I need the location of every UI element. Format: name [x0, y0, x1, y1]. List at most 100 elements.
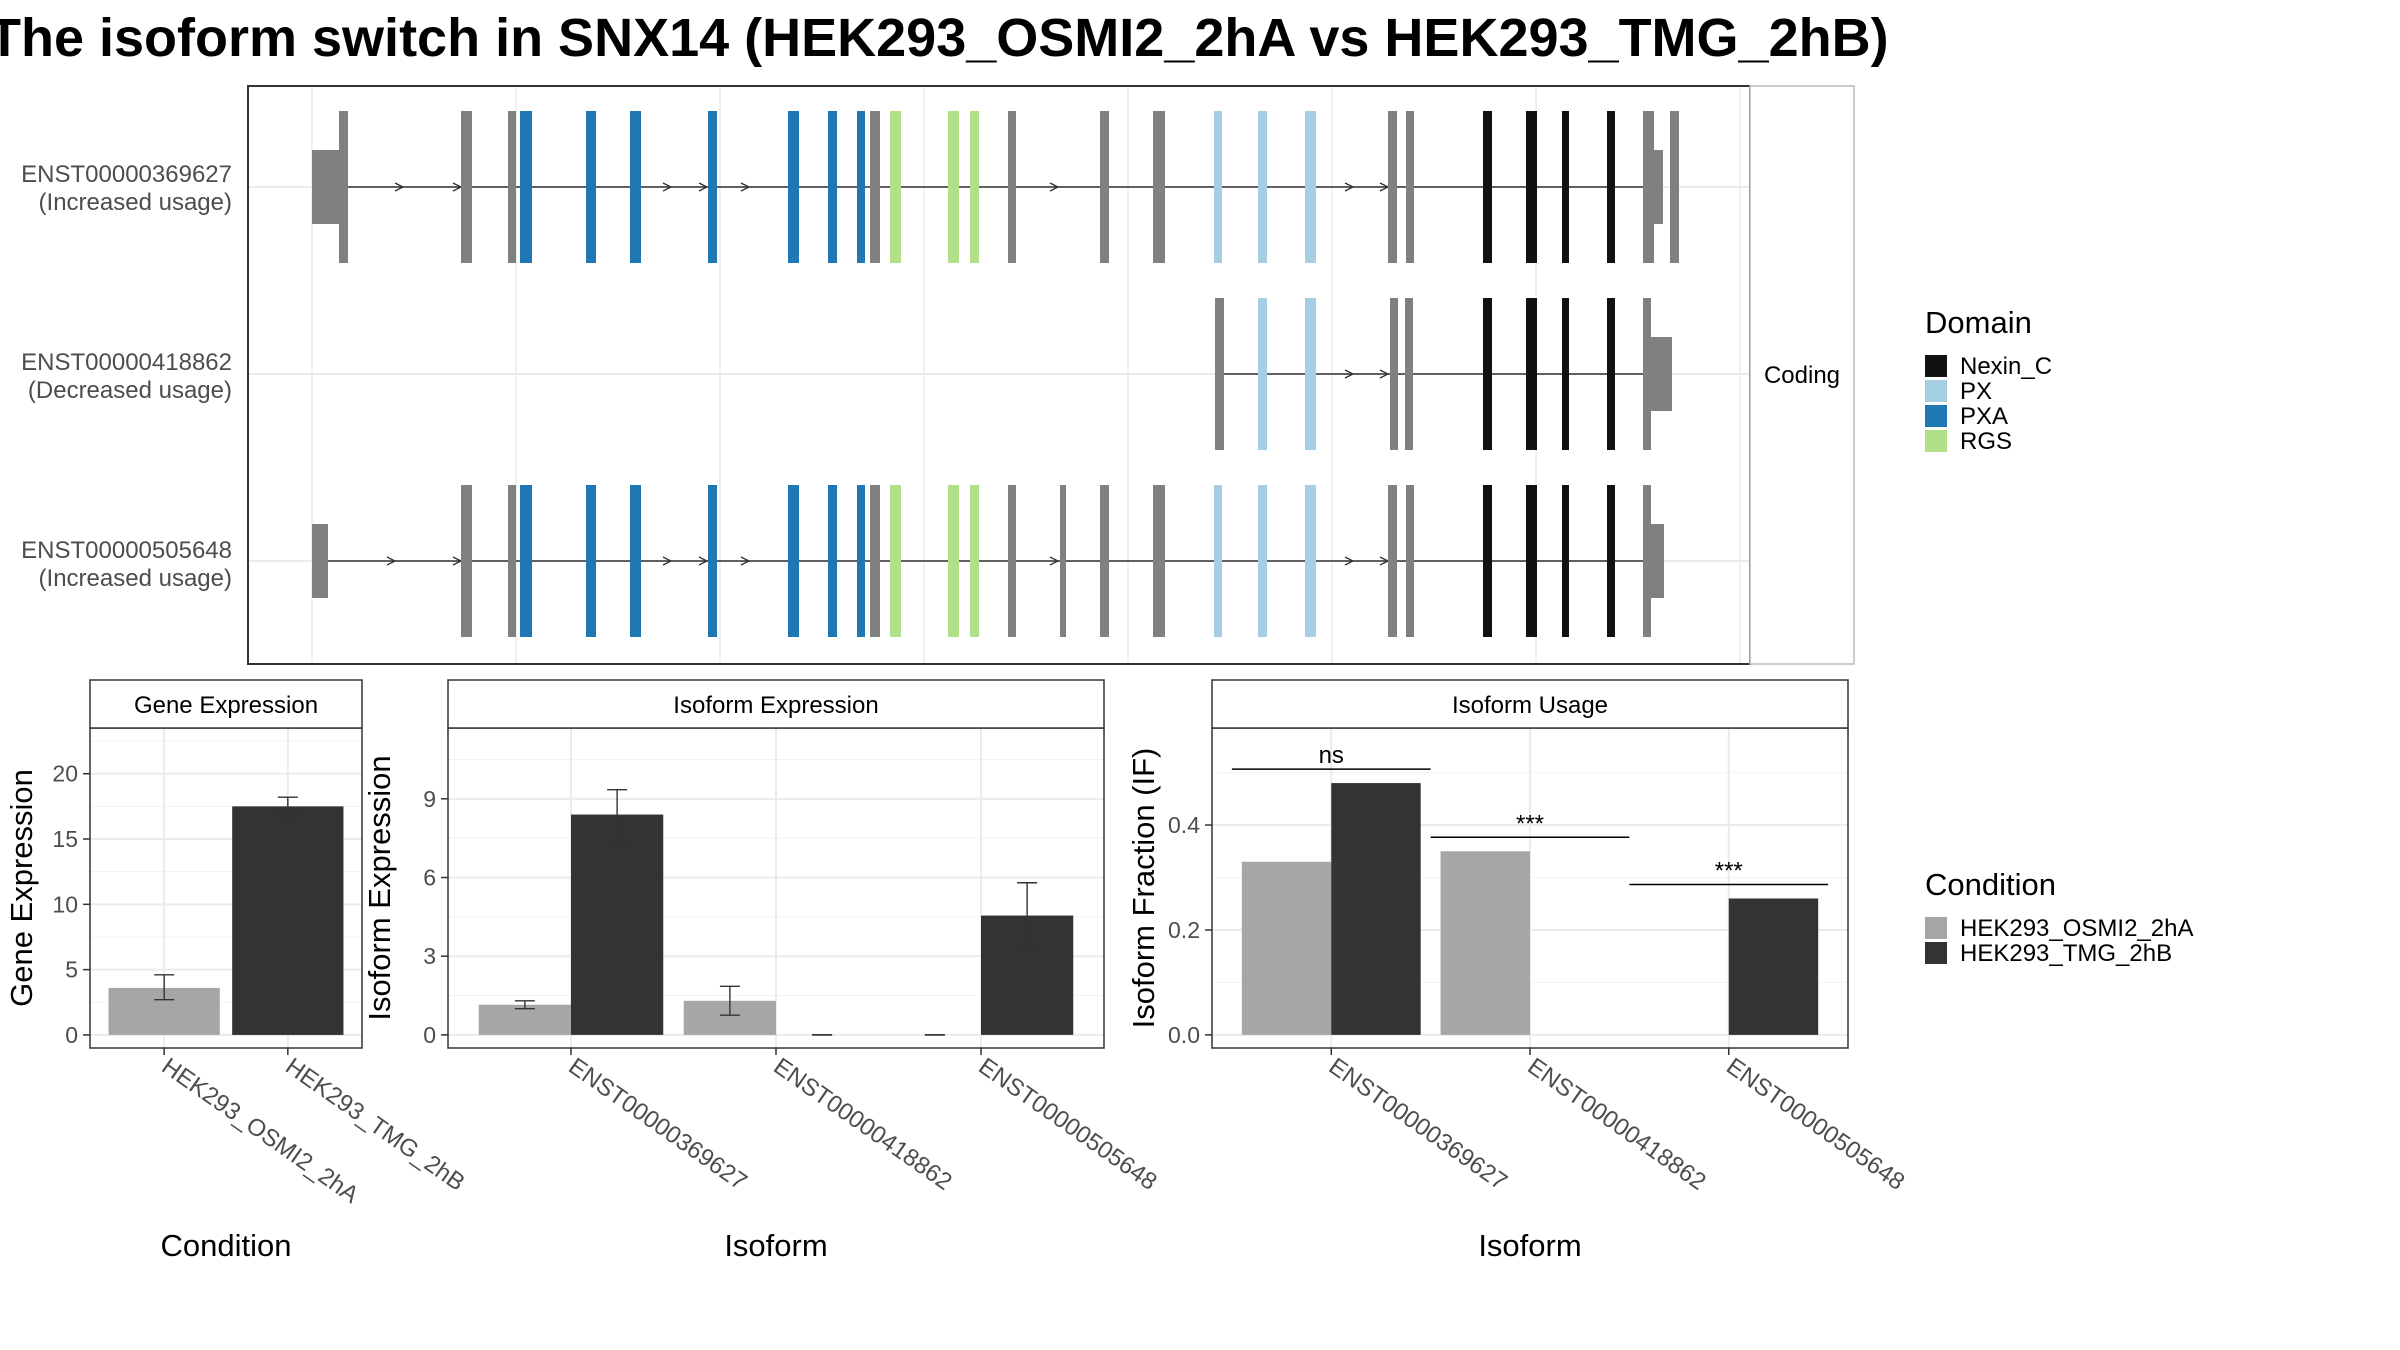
strand-arrow	[698, 556, 709, 566]
condition-legend: Condition HEK293_OSMI2_2hA HEK293_TMG_2h…	[1925, 867, 2193, 967]
coding-exon	[970, 111, 979, 263]
legend-label-pxa: PXA	[1960, 403, 2008, 430]
coding-exon	[1483, 485, 1492, 637]
coding-exon	[708, 111, 717, 263]
facet-strip	[1749, 85, 1855, 665]
coding-exon	[520, 485, 532, 637]
coding-exon	[508, 485, 516, 637]
domain-legend-title: Domain	[1925, 305, 2032, 340]
bar-1-0	[1331, 783, 1421, 1035]
y-axis-title: Gene Expression	[4, 769, 39, 1007]
panel-strip	[1211, 679, 1849, 729]
strand-arrow	[662, 556, 673, 566]
transcript-note-2: (Decreased usage)	[28, 377, 232, 404]
y-tick-label: 0	[423, 1022, 436, 1048]
coding-exon	[1388, 485, 1397, 637]
coding-exon	[1562, 298, 1569, 450]
y-tick-label: 0.2	[1168, 917, 1200, 943]
coding-exon	[970, 485, 979, 637]
coding-exon	[1258, 298, 1267, 450]
isoform-usage-panel: ns *** *** Isoform Usage 0.0 0.2 0.4 ENST000003…	[1126, 679, 1910, 1263]
bar-1	[232, 806, 344, 1035]
legend-swatch-px	[1925, 380, 1947, 402]
bar-0-0	[1241, 861, 1332, 1035]
coding-exon	[1008, 111, 1016, 263]
coding-exon	[857, 111, 865, 263]
legend-label-rgs: RGS	[1960, 428, 2012, 455]
coding-exon	[1526, 485, 1537, 637]
coding-exon	[520, 111, 532, 263]
y-axis-title: Isoform Fraction (IF)	[1126, 748, 1161, 1029]
strand-arrow	[1344, 556, 1355, 566]
coding-exon	[890, 111, 901, 263]
facet-label-coding: Coding	[1764, 362, 1840, 389]
x-tick-label: ENST00000505648	[974, 1053, 1162, 1196]
panel-title: Gene Expression	[134, 692, 318, 719]
y-tick-label: 0.0	[1168, 1022, 1200, 1048]
coding-exon	[1153, 111, 1165, 263]
coding-exon	[1305, 485, 1316, 637]
strand-arrow	[1344, 369, 1355, 379]
transcript-exons	[312, 111, 1679, 637]
strand-arrow	[1049, 556, 1060, 566]
coding-exon	[870, 111, 880, 263]
y-tick-label: 9	[423, 786, 436, 812]
coding-exon	[890, 485, 901, 637]
significance-label: ***	[1715, 857, 1743, 884]
y-tick-label: 0	[65, 1022, 78, 1048]
x-tick-label: ENST00000418862	[769, 1053, 957, 1196]
y-tick-label: 5	[65, 957, 78, 983]
coding-exon	[1526, 298, 1537, 450]
strand-arrow	[394, 182, 405, 192]
coding-exon	[1153, 485, 1165, 637]
y-axis-title: Isoform Expression	[362, 755, 397, 1020]
transcript-label-2: ENST00000418862	[21, 349, 232, 376]
coding-exon	[1607, 111, 1615, 263]
legend-label-px: PX	[1960, 378, 1992, 405]
coding-exon	[1305, 298, 1316, 450]
panel-title: Isoform Usage	[1452, 692, 1608, 719]
coding-exon	[1670, 111, 1679, 263]
y-tick-label: 0.4	[1168, 812, 1200, 838]
strand-arrow	[1049, 182, 1060, 192]
significance-label: ns	[1319, 742, 1344, 769]
coding-exon	[1405, 298, 1413, 450]
coding-exon	[1008, 485, 1016, 637]
coding-exon	[948, 111, 959, 263]
strand-arrow	[1344, 182, 1355, 192]
coding-exon	[1607, 485, 1615, 637]
domain-legend: Domain Nexin_C PX PXA RGS	[1925, 305, 2052, 455]
legend-swatch-pxa	[1925, 405, 1947, 427]
strand-arrow	[698, 182, 709, 192]
utr-exon	[312, 524, 328, 598]
y-tick-label: 15	[52, 826, 78, 852]
coding-exon	[1406, 485, 1414, 637]
coding-exon	[870, 485, 880, 637]
y-tick-label: 3	[423, 943, 436, 969]
panel-title: Isoform Expression	[673, 692, 878, 719]
coding-exon	[1526, 111, 1537, 263]
gene-expression-panel: Gene Expression05101520HEK293_OSMI2_2hAH…	[4, 679, 470, 1263]
figure-title: The isoform switch in SNX14 (HEK293_OSMI…	[0, 8, 1889, 68]
coding-exon	[1562, 485, 1569, 637]
legend-swatch-rgs	[1925, 430, 1947, 452]
bar-1-2	[1728, 898, 1819, 1035]
y-tick-label: 20	[52, 761, 78, 787]
coding-exon	[1214, 485, 1222, 637]
strand-arrow	[386, 556, 397, 566]
coding-exon	[1100, 111, 1109, 263]
bar-0-1	[1440, 851, 1530, 1035]
transcript-model-3	[312, 485, 1664, 637]
strand-arrow	[1379, 369, 1390, 379]
coding-exon	[586, 111, 596, 263]
transcript-note-3: (Increased usage)	[39, 565, 232, 592]
coding-exon	[1483, 111, 1492, 263]
condition-legend-title: Condition	[1925, 867, 2056, 902]
x-axis-title: Isoform	[1478, 1228, 1581, 1263]
coding-exon	[1562, 111, 1569, 263]
coding-exon	[948, 485, 959, 637]
legend-swatch-osmi2	[1925, 917, 1947, 939]
transcript-label-1: ENST00000369627	[21, 161, 232, 188]
